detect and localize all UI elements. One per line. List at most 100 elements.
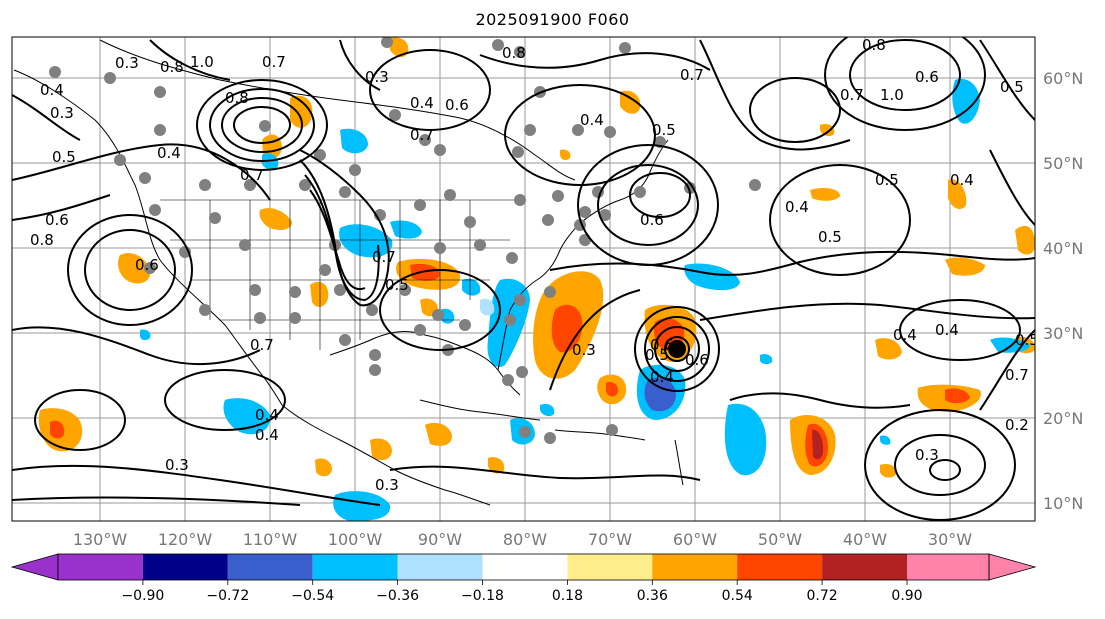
contour-label: 1.0	[880, 86, 904, 104]
colorbar-segment	[58, 554, 143, 580]
map-title: 2025091900 F060	[475, 10, 630, 29]
colorbar-segment	[907, 554, 989, 580]
contour-label: 0.7	[372, 248, 396, 266]
lat-label: 60°N	[1043, 69, 1083, 88]
lon-label: 50°W	[758, 530, 802, 549]
colorbar-extend-high	[988, 553, 1037, 581]
colorbar-tick-label: 0.72	[807, 588, 838, 604]
colorbar: −0.90 −0.72 −0.54 −0.36 −0.18 0.18 0.36 …	[10, 553, 1037, 604]
lon-label: 70°W	[588, 530, 632, 549]
contour-label: 0.7	[680, 66, 704, 84]
contour-label: 0.4	[40, 81, 64, 99]
contour-label: 0.6	[640, 211, 664, 229]
contour-label: 0.8	[862, 36, 886, 54]
contour-label: 0.4	[950, 171, 974, 189]
contour-label: 0.7	[410, 126, 434, 144]
contour-label: 0.4	[650, 368, 674, 386]
contour-label: 0.5	[1015, 331, 1039, 349]
contour-label: 0.4	[157, 144, 181, 162]
contour-label: 0.8	[225, 89, 249, 107]
contour-labels: 0.3 0.8 1.0 0.7 0.4 0.3 0.8 0.7 0.3 0.4 …	[30, 36, 1039, 494]
contour-label: 0.5	[52, 148, 76, 166]
contour-label: 0.6	[685, 351, 709, 369]
contour-label: 0.8	[160, 58, 184, 76]
contour-label: 0.7	[250, 336, 274, 354]
lon-label: 110°W	[243, 530, 298, 549]
lon-label: 100°W	[328, 530, 383, 549]
contour-label: 0.7	[240, 166, 264, 184]
map-frame	[11, 36, 1036, 522]
colorbar-segment	[652, 554, 738, 580]
contour-label: 1.0	[190, 53, 214, 71]
lat-label: 10°N	[1043, 494, 1083, 513]
contour-label: 0.5	[1000, 78, 1024, 96]
colorbar-segment	[227, 554, 313, 580]
contour-label: 0.2	[1005, 416, 1029, 434]
contour-label: 0.3	[375, 476, 399, 494]
colorbar-segment	[397, 554, 483, 580]
contour-label: 0.5	[652, 121, 676, 139]
colorbar-tick-label: −0.36	[376, 588, 419, 604]
contour-label: 0.4	[410, 94, 434, 112]
map-background	[12, 37, 1035, 521]
contour-label: 0.6	[45, 211, 69, 229]
lat-label: 30°N	[1043, 324, 1083, 343]
contour-label: 0.6	[650, 336, 674, 354]
lat-label: 20°N	[1043, 409, 1083, 428]
contour-label: 0.4	[935, 321, 959, 339]
contour-label: 0.5	[645, 346, 669, 364]
contour-label: 0.6	[915, 68, 939, 86]
colorbar-segment	[312, 554, 398, 580]
lat-label: 50°N	[1043, 154, 1083, 173]
contour-label: 0.3	[365, 68, 389, 86]
contour-label: 0.3	[50, 104, 74, 122]
colorbar-tick-label: −0.72	[206, 588, 249, 604]
contour-label: 0.3	[165, 456, 189, 474]
colorbar-segment	[482, 554, 568, 580]
longitude-labels: 130°W 120°W 110°W 100°W 90°W 80°W 70°W 6…	[73, 530, 972, 549]
gridlines	[12, 37, 1035, 521]
colorbar-tick-label: −0.90	[121, 588, 164, 604]
station-dots	[49, 37, 761, 444]
lat-label: 40°N	[1043, 239, 1083, 258]
contour-label: 0.3	[572, 341, 596, 359]
contour-label: 0.6	[445, 96, 469, 114]
colorbar-tick-label: −0.18	[461, 588, 504, 604]
contour-label: 0.4	[893, 326, 917, 344]
contour-label: 0.5	[385, 276, 409, 294]
colorbar-segment	[822, 554, 907, 580]
colorbar-segment	[567, 554, 653, 580]
lon-label: 80°W	[503, 530, 547, 549]
colorbar-tick-label: 0.90	[891, 588, 922, 604]
contour-label: 0.7	[840, 86, 864, 104]
lon-label: 130°W	[73, 530, 128, 549]
colorbar-outline	[57, 553, 990, 581]
contour-label: 0.5	[875, 171, 899, 189]
colorbar-extend-low	[10, 553, 59, 581]
map-content: 0.3 0.8 1.0 0.7 0.4 0.3 0.8 0.7 0.3 0.4 …	[12, 36, 1039, 521]
colorbar-tick-label: −0.54	[291, 588, 334, 604]
contour-label: 0.3	[915, 446, 939, 464]
contour-lines	[12, 37, 1035, 521]
storm-center-marker	[668, 340, 686, 358]
contour-label: 0.6	[135, 256, 159, 274]
coastlines	[13, 39, 684, 506]
colorbar-segment	[142, 554, 228, 580]
lon-label: 40°W	[843, 530, 887, 549]
lon-label: 120°W	[158, 530, 213, 549]
contour-label: 0.7	[1005, 366, 1029, 384]
latitude-labels: 60°N 50°N 40°N 30°N 20°N 10°N	[1043, 69, 1083, 513]
contour-label: 0.4	[255, 406, 279, 424]
lon-label: 30°W	[928, 530, 972, 549]
contour-label: 0.4	[580, 111, 604, 129]
lon-label: 60°W	[673, 530, 717, 549]
contour-label: 0.8	[30, 231, 54, 249]
colorbar-tick-label: 0.18	[552, 588, 583, 604]
colorbar-tick-label: 0.36	[637, 588, 668, 604]
contour-label: 0.4	[255, 426, 279, 444]
contour-label: 0.7	[262, 53, 286, 71]
contour-label: 0.5	[818, 228, 842, 246]
contour-label: 0.4	[785, 198, 809, 216]
